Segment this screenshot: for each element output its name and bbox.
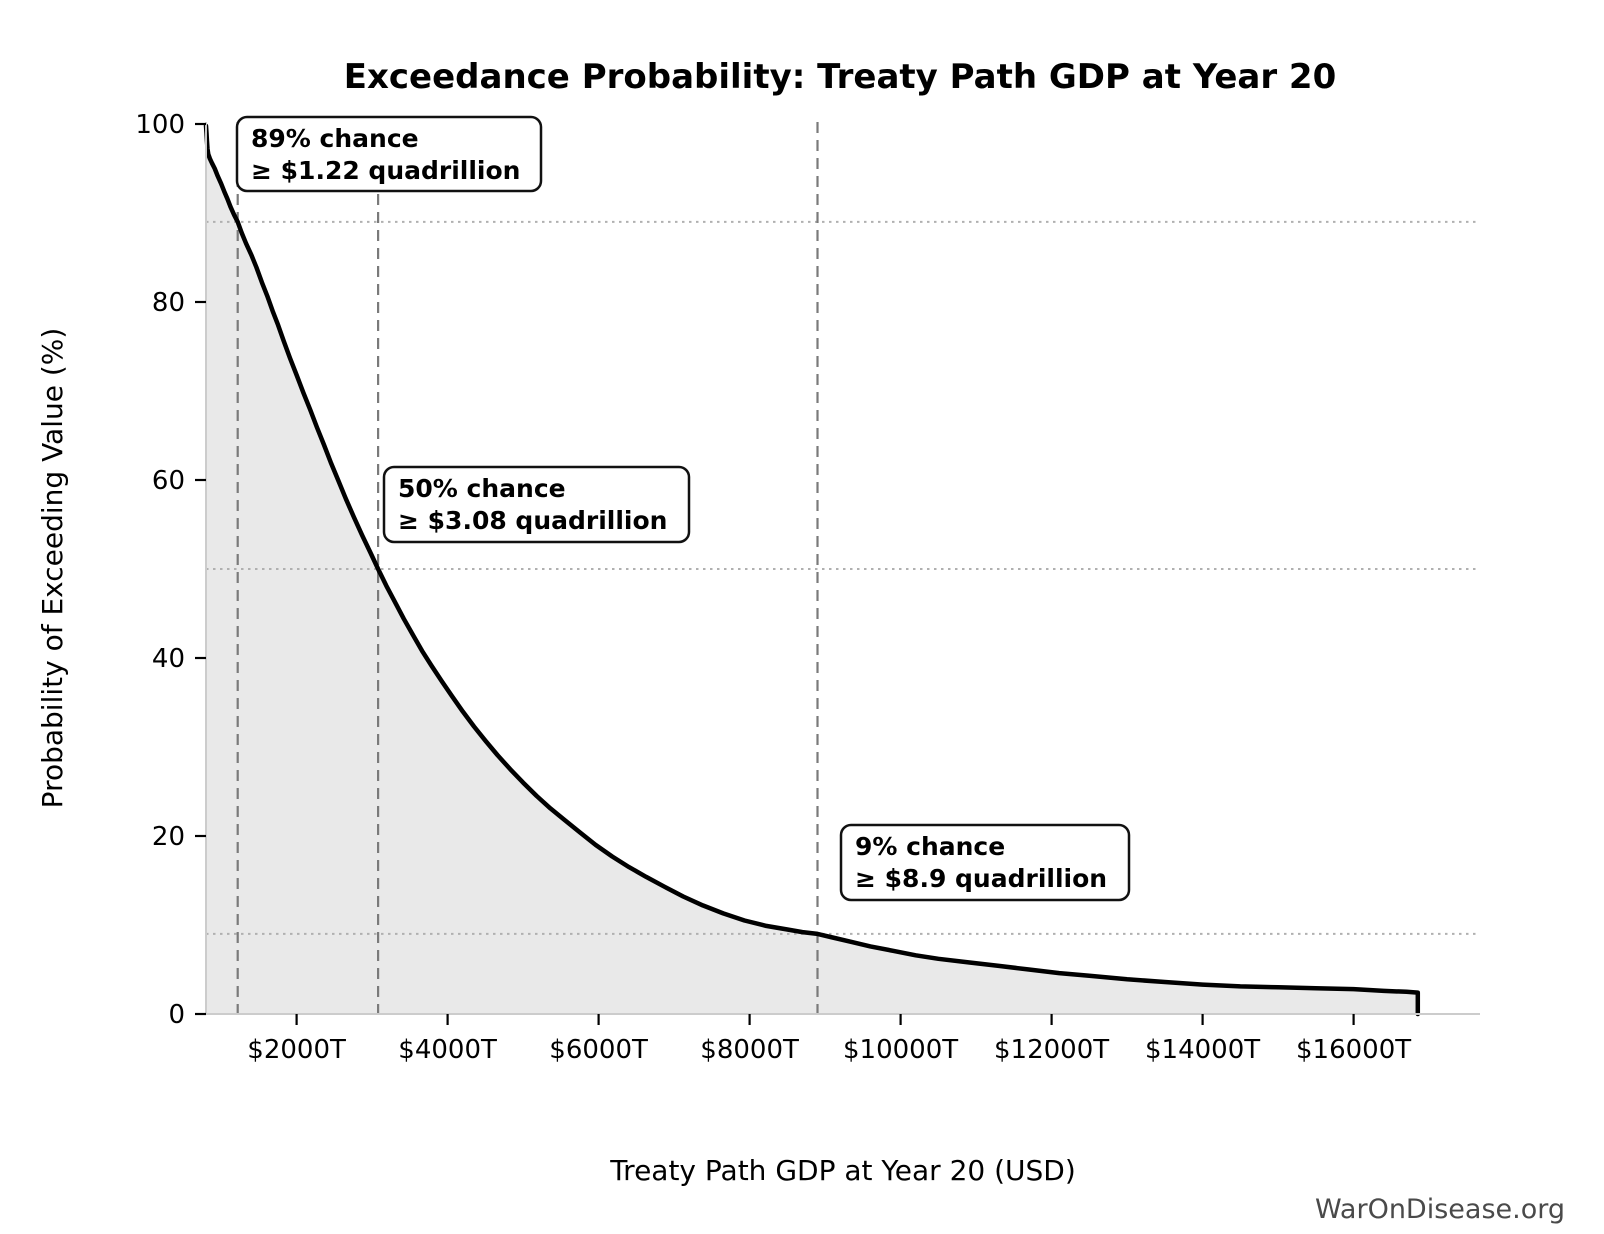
x-tick-label-10000: $10000T (843, 1035, 958, 1065)
annotation-50pct-line1: 50% chance (398, 474, 566, 503)
annotation-9pct-box (839, 823, 1131, 902)
annotation-9pct-line1: 9% chance (855, 832, 1005, 861)
x-tick-label-12000: $12000T (994, 1035, 1109, 1065)
x-tick-label-2000: $2000T (247, 1035, 346, 1065)
chart-title: Exceedance Probability: Treaty Path GDP … (344, 57, 1337, 97)
y-tick-label-0: 0 (168, 1000, 185, 1030)
exceedance-curve (203, 123, 1421, 1017)
watermark: WarOnDisease.org (1315, 1194, 1565, 1225)
y-tick-label-40: 40 (152, 644, 185, 674)
annotation-50pct-line2: ≥ $3.08 quadrillion (398, 506, 667, 535)
y-axis-label: Probability of Exceeding Value (%) (36, 328, 69, 809)
annotation-50pct-box (382, 465, 691, 544)
annotation-50pct: 50% chance ≥ $3.08 quadrillion (382, 465, 691, 544)
annotation-89pct-box (235, 115, 543, 193)
area-fill (206, 125, 1418, 1015)
x-tick-label-8000: $8000T (700, 1035, 799, 1065)
x-tick-label-14000: $14000T (1145, 1035, 1260, 1065)
annotation-9pct-line2: ≥ $8.9 quadrillion (855, 864, 1107, 893)
y-tick-label-80: 80 (152, 288, 185, 318)
x-axis-label: Treaty Path GDP at Year 20 (USD) (609, 1154, 1076, 1187)
annotation-89pct-line1: 89% chance (251, 124, 419, 153)
annotation-89pct: 89% chance ≥ $1.22 quadrillion (235, 115, 543, 193)
y-tick-label-60: 60 (152, 466, 185, 496)
y-tick-label-20: 20 (152, 822, 185, 852)
x-tick-label-6000: $6000T (549, 1035, 648, 1065)
y-tick-label-100: 100 (135, 110, 185, 140)
annotation-89pct-line2: ≥ $1.22 quadrillion (251, 156, 520, 185)
annotation-9pct: 9% chance ≥ $8.9 quadrillion (839, 823, 1131, 902)
x-tick-label-4000: $4000T (398, 1035, 497, 1065)
plot-area: $2000T $4000T $6000T $8000T $10000T $12000T $1… (135, 110, 1480, 1065)
x-tick-label-16000: $16000T (1296, 1035, 1411, 1065)
